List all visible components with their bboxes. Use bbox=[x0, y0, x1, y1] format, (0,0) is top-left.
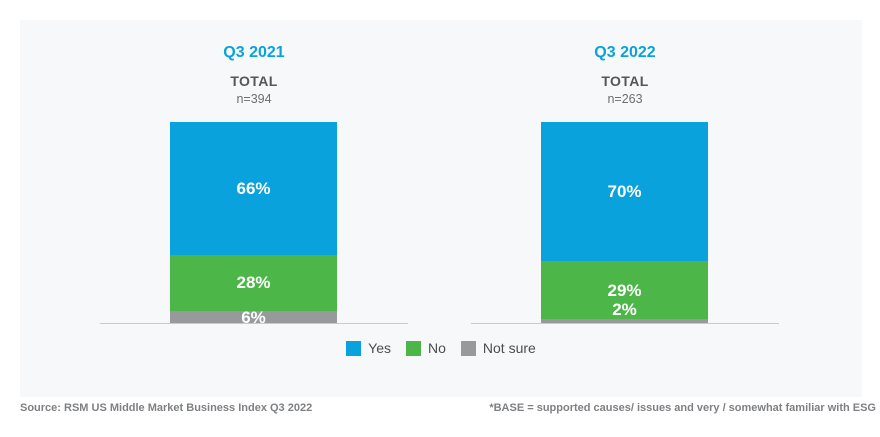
legend-label: Not sure bbox=[482, 340, 536, 356]
chart-subtitle: TOTAL bbox=[230, 73, 278, 89]
source-note: Source: RSM US Middle Market Business In… bbox=[20, 402, 313, 414]
legend-swatch-icon bbox=[460, 340, 476, 356]
legend-item: Not sure bbox=[460, 340, 536, 356]
segment-value-label: 70% bbox=[607, 182, 642, 202]
chart-q3-2022: Q3 2022 TOTAL n=263 70% 29% 2% bbox=[471, 40, 779, 324]
chart-n-count: n=394 bbox=[236, 92, 272, 106]
chart-n-count: n=263 bbox=[607, 92, 643, 106]
chart-title: Q3 2021 bbox=[223, 44, 285, 61]
bar-segment-yes: 66% bbox=[170, 122, 337, 255]
legend-swatch-icon bbox=[406, 340, 421, 356]
bar-segment-yes: 70% bbox=[541, 122, 708, 262]
x-axis-line bbox=[471, 323, 779, 324]
x-axis-line bbox=[100, 323, 408, 324]
stacked-bar: 70% 29% 2% bbox=[541, 122, 708, 323]
bar-segment-not-sure: 6% bbox=[170, 307, 337, 327]
chart-panel: Q3 2021 TOTAL n=394 66% 28% 6% Q3 2022 T… bbox=[20, 20, 862, 397]
segment-value-label: 28% bbox=[236, 273, 271, 293]
bar-segment-not-sure: 2% bbox=[541, 301, 708, 323]
legend-label: No bbox=[428, 340, 446, 356]
footer: Source: RSM US Middle Market Business In… bbox=[20, 402, 876, 414]
base-note: *BASE = supported causes/ issues and ver… bbox=[489, 402, 876, 414]
bar-segment-no: 29% bbox=[541, 261, 708, 319]
chart-q3-2021: Q3 2021 TOTAL n=394 66% 28% 6% bbox=[100, 40, 408, 327]
chart-subtitle: TOTAL bbox=[601, 73, 649, 89]
chart-title: Q3 2022 bbox=[594, 44, 656, 61]
segment-value-label: 2% bbox=[612, 299, 637, 319]
legend-swatch-icon bbox=[346, 340, 362, 356]
legend-item: No bbox=[406, 340, 446, 356]
legend-label: Yes bbox=[368, 340, 391, 356]
chart-legend: Yes No Not sure bbox=[20, 340, 862, 356]
segment-value-label: 29% bbox=[607, 280, 642, 300]
legend-item: Yes bbox=[346, 340, 391, 356]
segment-value-label: 66% bbox=[236, 178, 271, 198]
stacked-bar: 66% 28% 6% bbox=[170, 122, 337, 327]
segment-value-label: 6% bbox=[241, 307, 266, 327]
bar-segment-no: 28% bbox=[170, 254, 337, 311]
